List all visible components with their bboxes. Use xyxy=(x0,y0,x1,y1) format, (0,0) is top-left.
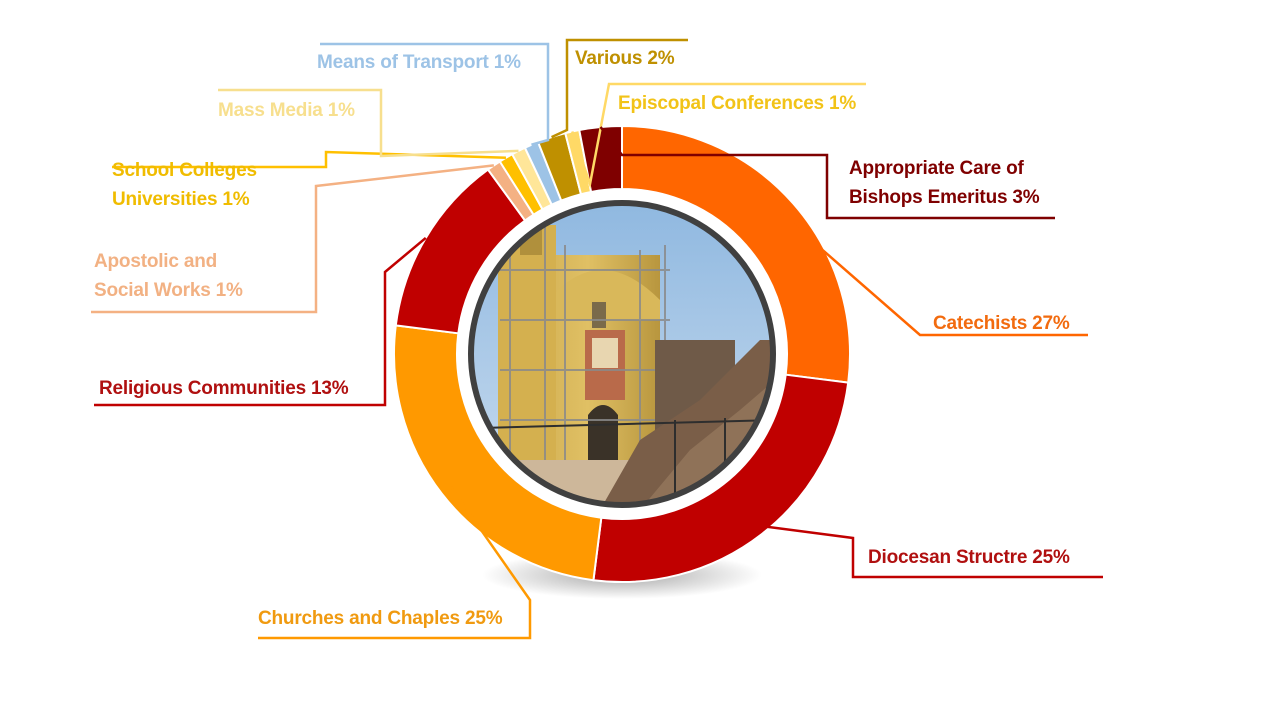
label-churches-and-chapels: Churches and Chaples 25% xyxy=(258,608,503,629)
leader-line-8 xyxy=(551,38,688,139)
leader-line-3 xyxy=(94,236,427,407)
label-school-colleges-line2: Universities 1% xyxy=(112,189,250,210)
label-apostolic-social-works-line1: Apostolic and xyxy=(94,251,218,272)
label-apostolic-social-works-line2: Social Works 1% xyxy=(94,280,243,301)
leader-line-6 xyxy=(218,88,519,158)
label-mass-media: Mass Media 1% xyxy=(218,100,355,121)
label-catechists: Catechists 27% xyxy=(933,313,1070,334)
leader-line-9 xyxy=(571,82,866,189)
label-various: Various 2% xyxy=(575,48,675,69)
donut-slices xyxy=(393,124,851,583)
label-bishops-emeritus-line1: Appropriate Care of xyxy=(849,158,1024,179)
label-school-colleges-line1: School Colleges xyxy=(112,160,257,181)
leader-line-0 xyxy=(780,212,1088,337)
label-means-of-transport: Means of Transport 1% xyxy=(317,52,521,73)
leader-line-1 xyxy=(754,523,1103,579)
label-diocesan-structure: Diocesan Structre 25% xyxy=(868,547,1070,568)
leader-line-2 xyxy=(258,486,532,640)
center-photo xyxy=(461,193,783,515)
label-episcopal-conferences: Episcopal Conferences 1% xyxy=(618,93,857,114)
label-religious-communities: Religious Communities 13% xyxy=(99,378,349,399)
leader-lines xyxy=(91,38,1103,640)
leader-line-7 xyxy=(320,42,550,146)
leader-line-4 xyxy=(91,164,494,314)
leader-line-10 xyxy=(599,126,1055,220)
label-bishops-emeritus-line2: Bishops Emeritus 3% xyxy=(849,187,1040,208)
